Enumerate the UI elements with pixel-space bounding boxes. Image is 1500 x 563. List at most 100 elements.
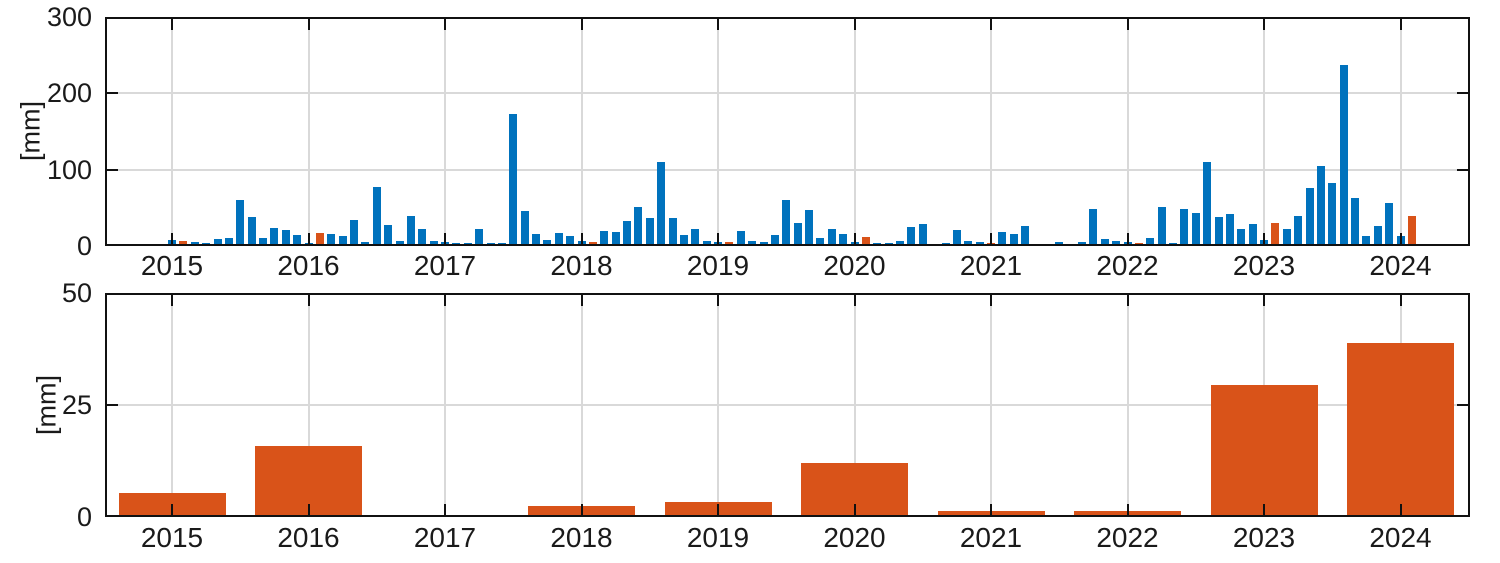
monthly-x-tick-mark-top: [717, 19, 719, 30]
monthly-bar-2023-9: [1351, 198, 1359, 244]
monthly-bar-2017-12: [566, 236, 575, 244]
monthly-bar-2016-5: [350, 219, 358, 244]
monthly-bar-2020-11: [964, 240, 973, 244]
monthly-bar-2022-3: [1146, 237, 1155, 244]
monthly-bar-2021-10: [1089, 208, 1098, 244]
monthly-year-gridline: [717, 19, 719, 244]
monthly-y-tick-mark: [107, 92, 118, 95]
monthly-x-tick-mark: [717, 233, 719, 244]
monthly-x-tick-label: 2024: [1369, 250, 1432, 281]
monthly-bar-2015-8: [247, 216, 256, 244]
monthly-year-gridline: [580, 19, 583, 244]
monthly-bar-2018-6: [634, 207, 643, 244]
monthly-x-tick-label: 2016: [277, 250, 340, 281]
monthly-x-tick-label: 2015: [140, 250, 204, 281]
monthly-bar-2017-6: [497, 243, 506, 244]
monthly-bar-2023-4: [1294, 215, 1303, 244]
monthly-x-tick-mark-top: [1126, 19, 1129, 30]
monthly-x-tick-mark: [444, 233, 446, 244]
monthly-bar-2017-4: [475, 228, 484, 244]
annual-x-tick-mark: [1126, 504, 1129, 515]
monthly-bar-2022-4: [1157, 206, 1166, 244]
monthly-bar-2019-3: [736, 231, 745, 244]
monthly-x-tick-label: 2020: [823, 250, 886, 281]
monthly-y-tick-label: 200: [46, 78, 92, 109]
monthly-bar-2019-7: [782, 199, 791, 244]
monthly-bar-2017-10: [543, 240, 552, 244]
annual-x-tick-label: 2019: [686, 522, 750, 553]
annual-x-tick-mark: [1399, 504, 1402, 515]
monthly-bar-2016-7: [372, 186, 381, 244]
monthly-bar-2020-9: [941, 243, 950, 244]
monthly-bar-2015-3: [190, 242, 199, 244]
monthly-x-tick-mark-top: [990, 19, 992, 30]
annual-y-tick-label: 50: [61, 278, 92, 308]
monthly-x-tick-label: 2018: [550, 250, 613, 281]
monthly-bar-2017-7: [509, 114, 518, 244]
monthly-bar-2020-7: [918, 224, 927, 244]
monthly-year-gridline: [990, 19, 992, 244]
monthly-bar-2016-10: [406, 215, 415, 244]
monthly-bar-2022-2: [1134, 243, 1143, 244]
annual-x-tick-mark: [1263, 504, 1265, 515]
monthly-bar-2019-12: [839, 234, 848, 244]
annual-bar-2016: [255, 445, 362, 515]
monthly-bar-2015-2: [179, 240, 188, 244]
monthly-x-tick-mark: [1263, 233, 1265, 244]
monthly-bar-2023-7: [1328, 182, 1337, 244]
monthly-bar-2023-11: [1373, 225, 1382, 244]
monthly-bar-2023-5: [1305, 188, 1314, 244]
monthly-bar-2016-6: [361, 242, 370, 244]
monthly-bar-2016-12: [429, 240, 438, 244]
annual-x-tick-mark-top: [717, 295, 719, 306]
annual-x-tick-mark-top: [853, 295, 856, 306]
monthly-year-gridline: [171, 19, 173, 244]
annual-x-tick-mark: [171, 504, 173, 515]
monthly-bar-2018-8: [657, 162, 666, 244]
monthly-bar-2022-5: [1169, 243, 1177, 244]
annual-x-tick-mark-top: [580, 295, 583, 306]
monthly-x-tick-label: 2021: [959, 250, 1023, 281]
monthly-bar-2022-8: [1203, 161, 1212, 244]
monthly-bar-2019-8: [793, 223, 802, 244]
annual-y-gridline: [107, 404, 1468, 406]
monthly-bar-2015-4: [202, 243, 211, 244]
monthly-bar-2015-12: [293, 234, 302, 244]
monthly-bar-2021-12: [1112, 240, 1121, 244]
monthly-bar-2015-10: [270, 227, 279, 244]
monthly-year-gridline: [444, 19, 446, 244]
annual-x-tick-mark-top: [990, 295, 992, 306]
monthly-bar-2021-2: [998, 231, 1007, 244]
monthly-bar-2019-9: [805, 209, 813, 244]
monthly-x-tick-mark: [1399, 233, 1402, 244]
annual-x-tick-mark-top: [444, 295, 446, 306]
annual-x-tick-label: 2024: [1369, 522, 1432, 553]
annual-x-tick-mark: [580, 504, 583, 515]
monthly-bar-2016-2: [315, 232, 324, 244]
monthly-bar-2017-8: [520, 211, 529, 244]
monthly-bar-2019-6: [770, 234, 779, 244]
monthly-year-gridline: [1263, 19, 1265, 244]
annual-x-tick-label: 2021: [959, 522, 1023, 553]
monthly-bar-2017-2: [452, 243, 461, 244]
monthly-bar-2020-4: [884, 243, 893, 244]
annual-x-tick-mark: [717, 504, 719, 515]
monthly-bar-2018-2: [588, 242, 597, 244]
annual-x-tick-mark: [307, 504, 310, 515]
monthly-bar-2015-11: [281, 230, 290, 244]
monthly-bar-2021-4: [1021, 225, 1030, 244]
annual-x-tick-mark-top: [307, 295, 310, 306]
annual-y-tick-mark-right: [1457, 404, 1468, 406]
annual-bar-2024: [1347, 342, 1454, 515]
monthly-bar-2016-9: [395, 240, 404, 244]
annual-x-tick-label: 2015: [140, 522, 204, 553]
annual-x-tick-mark-top: [1399, 295, 1402, 306]
monthly-bar-2020-5: [896, 240, 904, 244]
monthly-x-tick-mark-top: [1399, 19, 1402, 30]
monthly-x-tick-mark: [1126, 233, 1129, 244]
monthly-x-tick-mark-top: [307, 19, 310, 30]
annual-x-tick-mark-top: [171, 295, 173, 306]
annual-x-tick-mark: [444, 504, 446, 515]
monthly-x-tick-mark-top: [853, 19, 856, 30]
